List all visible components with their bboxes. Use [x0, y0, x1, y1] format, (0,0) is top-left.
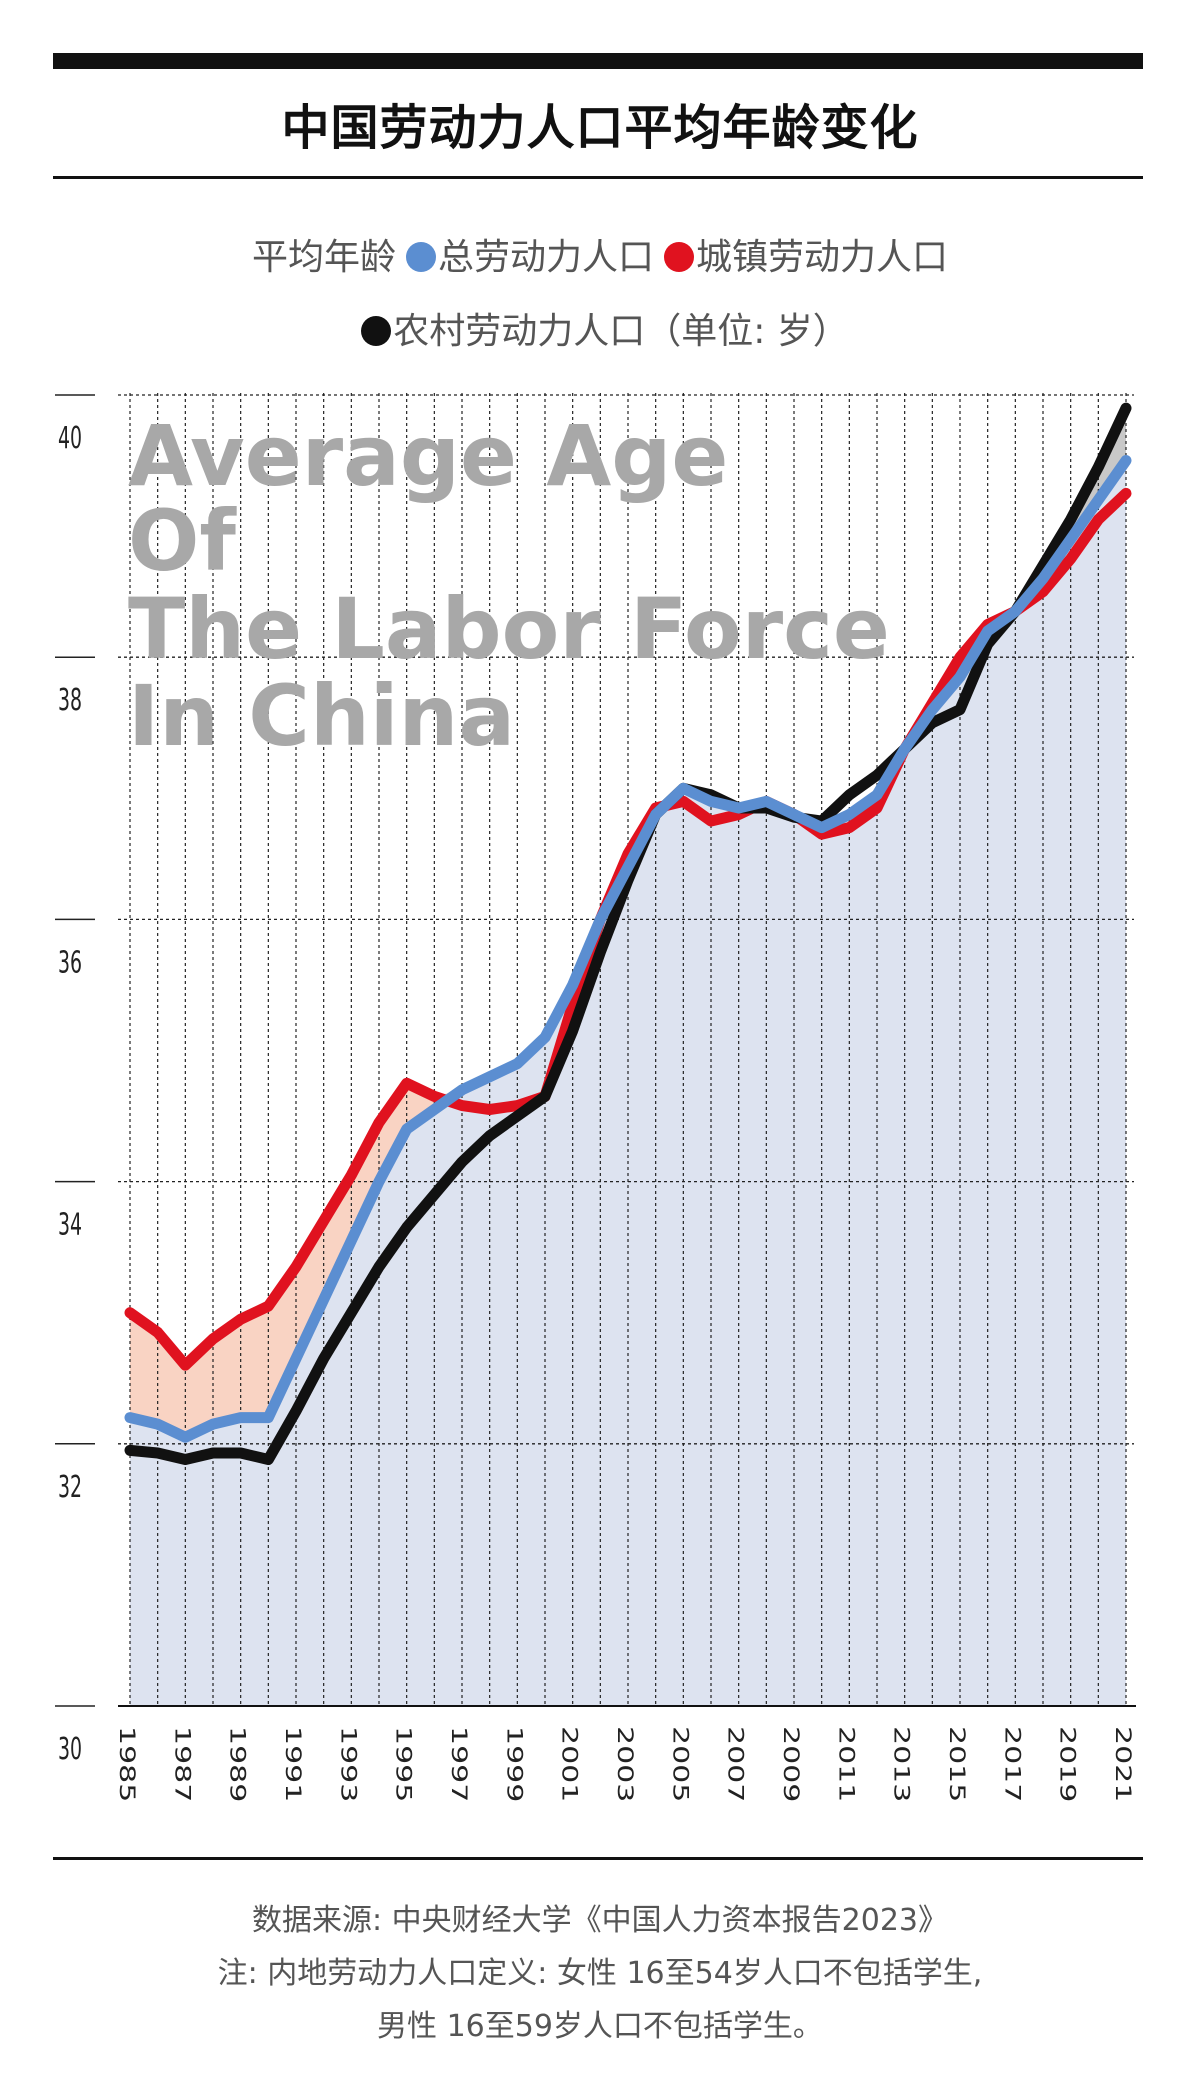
top-rule: [53, 53, 1143, 69]
series-lines: [124, 402, 1132, 1466]
x-tick-label: 1989: [225, 1726, 250, 1802]
watermark: Average Age Of The Labor Force In China: [128, 407, 890, 765]
watermark-line-3: The Labor Force: [128, 580, 890, 678]
y-tick-label: 38: [58, 684, 82, 719]
legend-dot-rural: [361, 316, 392, 346]
x-tick-label: 2005: [668, 1726, 693, 1802]
title-rule: [53, 176, 1143, 179]
y-tick-label: 34: [58, 1208, 82, 1243]
x-tick-label: 2013: [889, 1726, 914, 1802]
watermark-line-1: Average Age: [128, 407, 728, 505]
x-tick-label: 2001: [557, 1726, 582, 1802]
x-tick-label: 2021: [1110, 1726, 1135, 1802]
x-tick-label: 2017: [1000, 1726, 1025, 1802]
x-tick-label: 1987: [170, 1726, 195, 1802]
x-tick-label: 2009: [778, 1726, 803, 1802]
x-tick-label: 2019: [1055, 1726, 1080, 1802]
legend-row-2: 农村劳动力人口（单位: 岁）: [0, 302, 1200, 354]
x-tick-label: 2011: [834, 1726, 859, 1802]
series-line-urban: [124, 487, 1132, 1371]
x-tick-label: 1999: [502, 1726, 527, 1802]
legend-label-total: 总劳动力人口: [437, 237, 654, 278]
definition-note-1: 注: 内地劳动力人口定义: 女性 16至54岁人口不包括学生,: [217, 1956, 983, 1991]
y-tick-label: 30: [58, 1732, 82, 1767]
legend-dot-total: [405, 242, 436, 272]
x-tick-label: 2003: [612, 1726, 637, 1802]
line-chart: Average Age Of The Labor Force In China …: [55, 393, 1136, 1802]
y-tick-label: 36: [58, 946, 82, 981]
watermark-line-2: Of: [128, 492, 237, 590]
x-tick-label: 2015: [944, 1726, 969, 1802]
x-tick-label: 1993: [336, 1726, 361, 1802]
x-axis-ticks: 1985 1987 1989 1991 1993 1995 1997 1999 2001 2003…: [114, 1726, 1135, 1802]
watermark-line-4: In China: [128, 667, 515, 765]
x-tick-label: 2007: [723, 1726, 748, 1802]
x-tick-label: 1995: [391, 1726, 416, 1802]
legend-unit: （单位: 岁）: [645, 311, 849, 352]
legend-prefix: 平均年龄: [251, 237, 396, 278]
legend-label-rural: 农村劳动力人口: [393, 311, 646, 352]
series-line-rural: [124, 402, 1132, 1466]
legend-row-1: 平均年龄 总劳动力人口 城镇劳动力人口: [0, 228, 1200, 280]
y-tick-label: 40: [58, 421, 82, 456]
x-tick-label: 1991: [280, 1726, 305, 1802]
bottom-rule: [53, 1857, 1143, 1860]
area-fill-urban-gap: [130, 460, 1126, 1438]
series-line-total: [124, 455, 1132, 1443]
y-tick-label: 32: [58, 1470, 82, 1505]
source-note: 数据来源: 中央财经大学《中国人力资本报告2023》: [252, 1903, 948, 1938]
chart-title: 中国劳动力人口平均年龄变化: [281, 100, 919, 156]
definition-note-2: 男性 16至59岁人口不包括学生。: [377, 2009, 823, 2044]
x-tick-label: 1985: [114, 1726, 139, 1802]
legend-label-urban: 城镇劳动力人口: [696, 237, 949, 278]
grid-lines: [55, 393, 1136, 1707]
x-tick-label: 1997: [446, 1726, 471, 1802]
y-axis-ticks: 30 32 34 36 38 40: [58, 421, 82, 1767]
legend-dot-urban: [664, 242, 694, 272]
